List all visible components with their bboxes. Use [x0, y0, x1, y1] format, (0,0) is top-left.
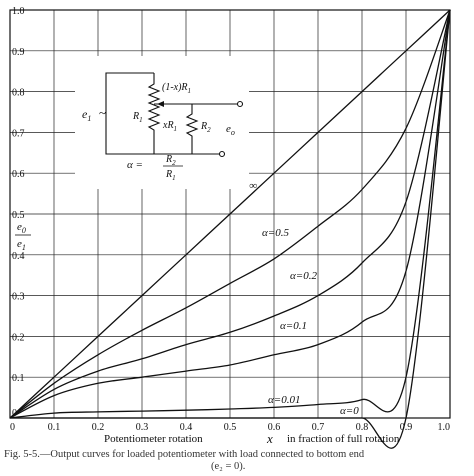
x-tick-label: 0.8: [356, 422, 369, 433]
curves: [9, 9, 451, 449]
y-tick-label: 0.2: [12, 332, 25, 343]
svg-text:x: x: [266, 431, 273, 446]
x-tick-label: 0.5: [224, 422, 237, 433]
wiper-arrow-icon: [157, 101, 164, 107]
x-tick-label: 0.6: [268, 422, 281, 433]
svg-text:eo: eo: [226, 123, 235, 137]
x-tick-label: 0.3: [136, 422, 149, 433]
curve-label-0.01: α=0.01: [268, 394, 300, 406]
curve-series-4: [9, 9, 451, 419]
svg-text:e0: e0: [17, 221, 26, 235]
curve-label-0: α=0: [340, 405, 359, 417]
svg-text:in fraction of full rotation: in fraction of full rotation: [287, 433, 400, 445]
y-axis-label: e0 e1: [15, 221, 31, 252]
curve-series-3: [9, 9, 451, 419]
y-tick-label: 1.0: [12, 6, 25, 17]
y-tick-label: 0.3: [12, 292, 25, 303]
y-tick-label: 0.8: [12, 88, 25, 99]
y-tick-label: 0.6: [12, 169, 25, 180]
x-axis-label: Potentiometer rotation x in fraction of …: [104, 431, 400, 446]
svg-text:Potentiometer rotation: Potentiometer rotation: [104, 433, 203, 445]
svg-text:α =: α =: [127, 159, 143, 171]
svg-text:R1: R1: [132, 111, 143, 124]
terminal-bottom: [218, 150, 226, 158]
y-tick-label: 0.9: [12, 47, 25, 58]
x-tick-label: 0.4: [180, 422, 193, 433]
terminal-top: [236, 100, 244, 108]
svg-text:~: ~: [99, 105, 106, 120]
circuit-inset: e1 ~ (1-x)R1 R1 xR1 R2 eo α = R2 R1: [75, 56, 249, 189]
caption-line-2: (e₂ = 0).: [211, 461, 245, 472]
x-tick-label: 0.1: [48, 422, 61, 433]
x-tick-label: 0: [10, 422, 15, 433]
y-tick-label: 0.7: [12, 128, 25, 139]
svg-text:R2: R2: [165, 154, 176, 167]
svg-text:(1-x)R1: (1-x)R1: [162, 82, 191, 95]
x-tick-label: 1.0: [438, 422, 451, 433]
y-tick-label: 0.5: [12, 210, 25, 221]
svg-text:xR1: xR1: [162, 120, 177, 133]
curve-series-0: [9, 9, 451, 419]
y-tick-label: 0.1: [12, 373, 25, 384]
svg-text:R2: R2: [200, 121, 211, 134]
curve-series-5: [10, 9, 451, 449]
x-tick-labels: 0 0.1 0.2 0.3 0.4 0.5 0.6 0.7 0.8 0.9 1.0: [10, 422, 450, 433]
caption-line-1: Fig. 5-5.—Output curves for loaded poten…: [4, 449, 365, 460]
svg-text:R1: R1: [165, 169, 176, 182]
svg-text:e1: e1: [82, 107, 91, 123]
curve-label-0.1: α=0.1: [280, 320, 307, 332]
y-tick-labels: 00.10.20.30.40.50.60.70.80.91.0: [12, 6, 25, 419]
x-tick-label: 0.7: [312, 422, 325, 433]
curve-series-2: [9, 9, 451, 419]
curve-label-0.5: α=0.5: [262, 227, 289, 239]
x-tick-label: 0.2: [92, 422, 105, 433]
curve-label-0.2: α=0.2: [290, 270, 317, 282]
y-tick-label: 0.4: [12, 251, 25, 262]
x-tick-label: 0.9: [400, 422, 413, 433]
svg-text:e1: e1: [17, 238, 26, 252]
curve-series-1: [9, 9, 451, 419]
